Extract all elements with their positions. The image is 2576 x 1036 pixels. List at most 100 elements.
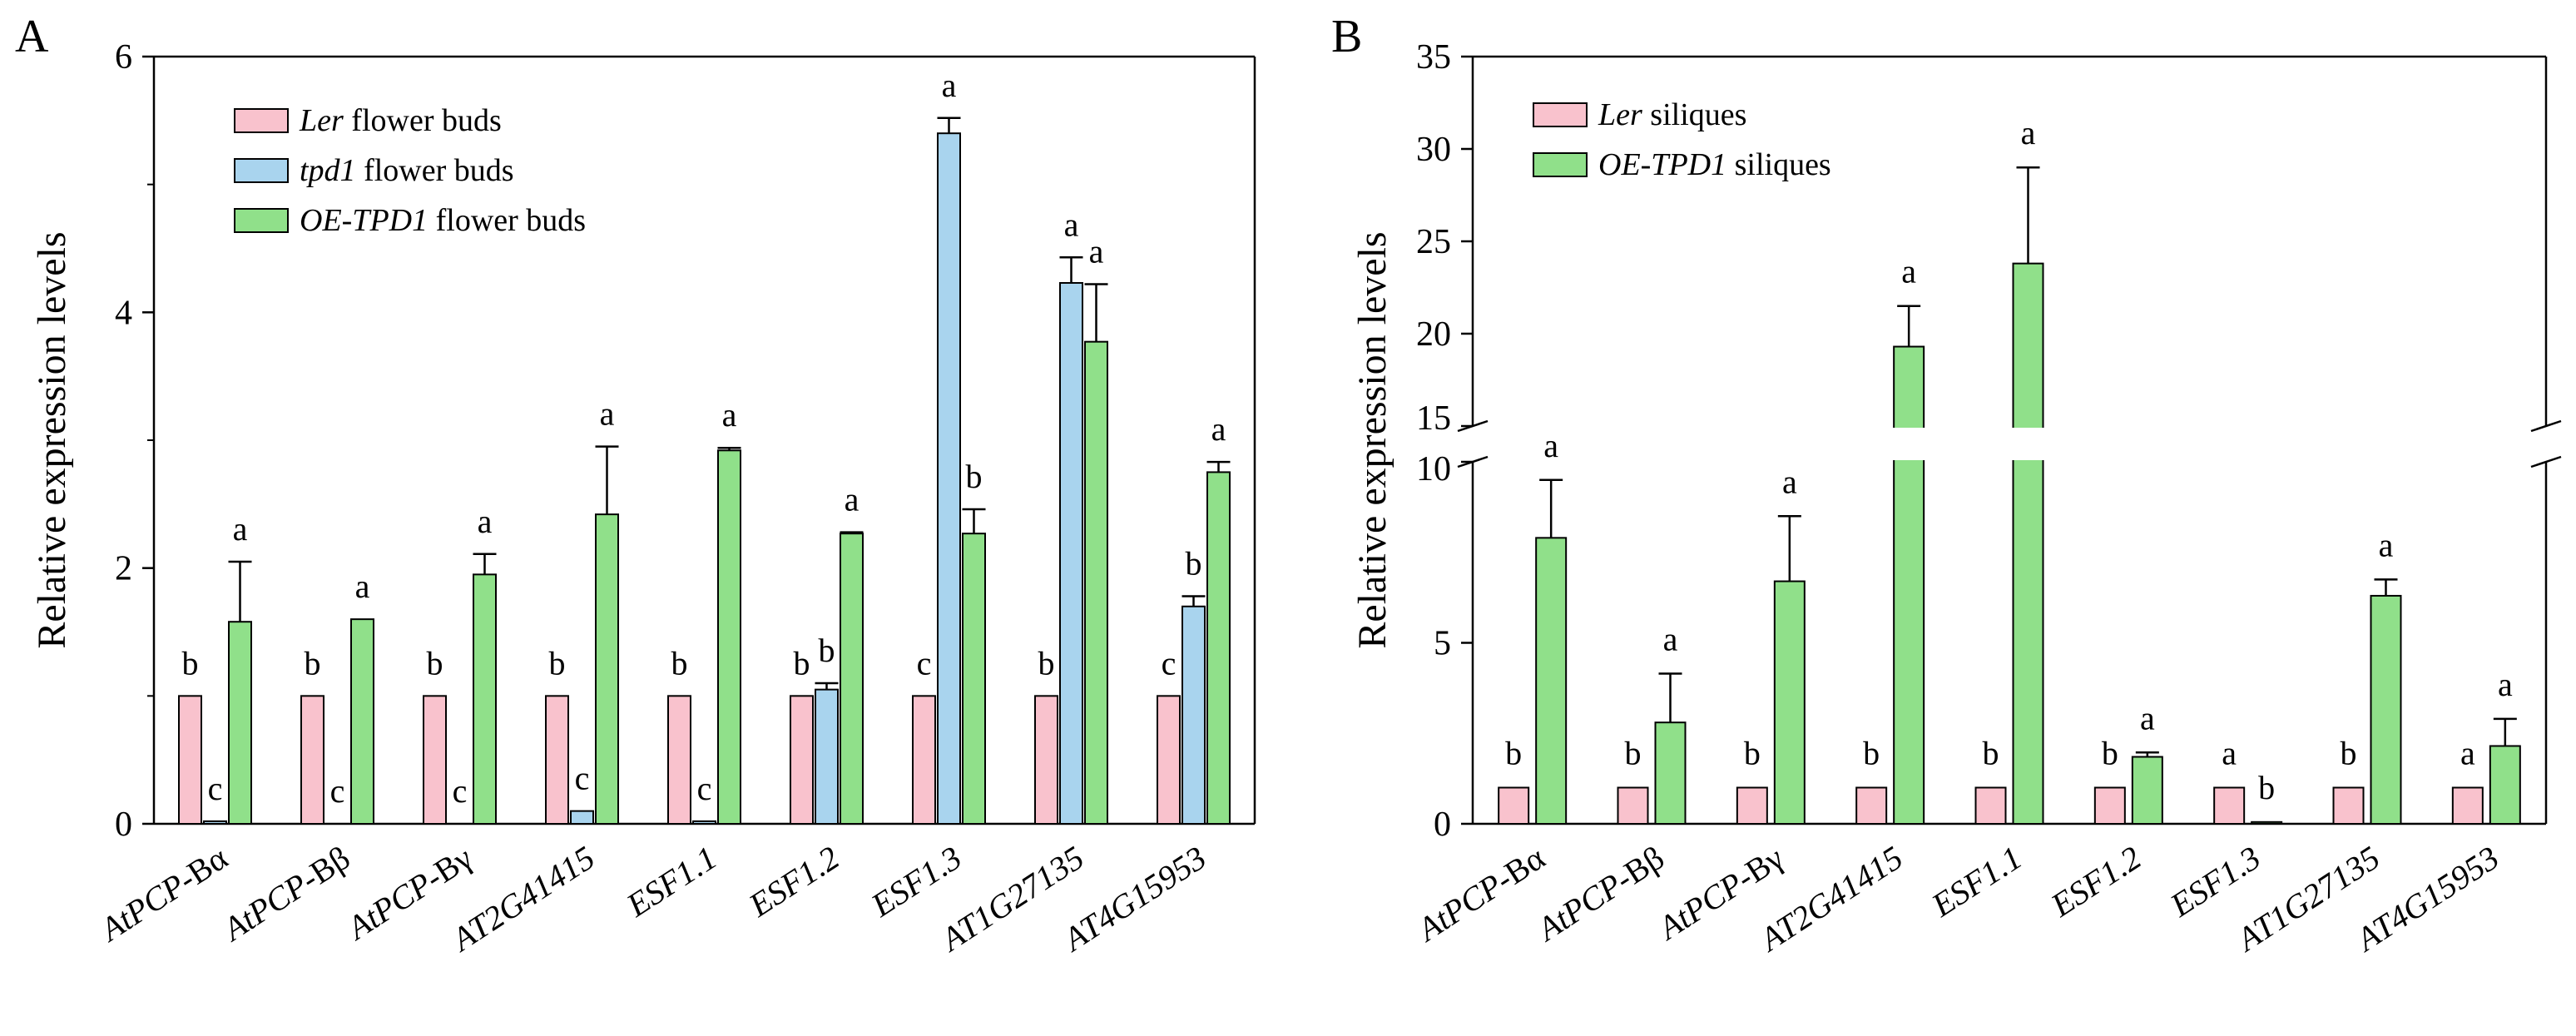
category-label-main: ESF1.2 — [741, 839, 845, 924]
category-label: ESF1.3 — [2163, 839, 2267, 924]
bar — [1034, 695, 1058, 825]
y-tick-label: 30 — [1416, 131, 1451, 169]
y-tick-label: 2 — [115, 550, 132, 588]
significance-letter: a — [1211, 410, 1226, 448]
bar — [962, 533, 986, 825]
significance-letter: b — [182, 644, 199, 682]
bar — [1736, 786, 1768, 825]
y-axis-label: Relative expression levels — [1350, 231, 1395, 648]
legend-label-italic: Ler — [1598, 97, 1642, 132]
significance-letter: a — [2140, 699, 2155, 736]
bar — [1773, 580, 1806, 825]
significance-letter: c — [917, 644, 932, 682]
category-label-main: AtPCP- — [1409, 860, 1518, 949]
significance-letter: b — [1505, 735, 1522, 772]
category-label: ESF1.2 — [741, 839, 845, 924]
category-label: AtPCP-Bβ — [1528, 839, 1671, 949]
significance-letter: a — [2379, 526, 2394, 563]
legend-label-italic: OE-TPD1 — [300, 203, 428, 238]
bar-break-gap — [2009, 428, 2047, 460]
legend-label: Ler flower buds — [299, 103, 502, 138]
significance-letter: a — [355, 568, 370, 605]
significance-letter: a — [233, 510, 248, 548]
bar — [1974, 786, 2007, 825]
significance-letter: c — [208, 770, 223, 807]
panel-label: A — [15, 11, 49, 62]
significance-letter: a — [2222, 735, 2237, 772]
significance-letter: a — [600, 395, 615, 433]
bar — [1498, 786, 1530, 825]
bar — [228, 621, 252, 825]
category-label-main: AtPCP- — [92, 860, 201, 949]
significance-letter: a — [722, 396, 737, 434]
significance-letter: a — [1901, 253, 1916, 290]
category-label-main: AtPCP- — [339, 859, 448, 948]
legend-label: Ler siliques — [1598, 97, 1746, 132]
category-label: AtPCP-Bα — [1409, 839, 1551, 949]
bar — [667, 695, 691, 825]
significance-letter: a — [1543, 427, 1558, 464]
significance-letter: b — [966, 458, 983, 495]
category-label-main: ESF1.3 — [2163, 839, 2267, 924]
significance-letter: b — [305, 644, 321, 682]
category-label: ESF1.1 — [619, 839, 723, 924]
bar — [2451, 786, 2484, 825]
significance-letter: b — [671, 644, 688, 682]
bar — [2213, 786, 2246, 825]
legend-label: OE-TPD1 siliques — [1598, 147, 1831, 182]
significance-letter: c — [1162, 644, 1177, 682]
y-tick-label: 15 — [1416, 399, 1451, 438]
bar — [2489, 745, 2521, 825]
significance-letter: c — [575, 760, 590, 797]
bar — [2131, 756, 2163, 825]
bar — [912, 695, 936, 825]
significance-letter: c — [330, 772, 345, 810]
legend-label-rest: siliques — [1726, 147, 1831, 182]
bar — [203, 820, 227, 825]
y-tick-label: 6 — [115, 38, 132, 77]
bar — [2012, 262, 2044, 825]
significance-letter: a — [1663, 620, 1678, 657]
bar — [1535, 537, 1568, 825]
legend-label-italic: OE-TPD1 — [1598, 147, 1726, 182]
legend-swatch — [1533, 152, 1588, 177]
bar — [300, 695, 324, 825]
significance-letter: b — [427, 644, 443, 682]
axis-break-mark — [2530, 419, 2562, 433]
bar — [1059, 281, 1083, 825]
legend-swatch — [1533, 102, 1588, 127]
legend-label-rest: siliques — [1642, 97, 1747, 132]
panel-a: A 0 2 4 6 Relative expression levels b c a AtPCP-… — [15, 11, 1256, 959]
y-tick-label: 20 — [1416, 315, 1451, 354]
significance-letter: b — [549, 644, 566, 682]
y-tick-label: 0 — [115, 806, 132, 844]
bar — [2093, 786, 2126, 825]
bar — [840, 533, 864, 825]
significance-letter: a — [2460, 735, 2475, 772]
bar — [2332, 786, 2365, 825]
legend-label: tpd1 flower buds — [300, 153, 514, 188]
bar — [2370, 594, 2402, 825]
axis-break-mark — [2530, 455, 2562, 468]
legend-swatch — [234, 108, 289, 133]
bar — [1855, 786, 1888, 825]
bar — [815, 688, 839, 825]
y-tick-label: 4 — [115, 294, 132, 332]
category-label: ESF1.3 — [864, 839, 968, 924]
bar — [937, 132, 961, 825]
significance-letter: b — [2341, 735, 2357, 772]
y-tick-label: 35 — [1416, 38, 1451, 77]
legend-label-rest: flower buds — [428, 203, 586, 238]
significance-letter: c — [697, 770, 712, 807]
legend-swatch — [234, 158, 289, 183]
y-tick-label: 25 — [1416, 223, 1451, 261]
category-label-main: ESF1.2 — [2043, 839, 2147, 924]
legend-label-rest: flower buds — [356, 153, 514, 188]
significance-letter: a — [1064, 206, 1079, 243]
bar — [1893, 345, 1925, 825]
legend-label-rest: flower buds — [344, 103, 502, 138]
bar — [350, 618, 374, 825]
panel-b: B 0 5 10 15 20 25 30 35 Relative expression level… — [1331, 11, 2562, 959]
bar — [545, 695, 569, 825]
bar — [423, 695, 447, 825]
